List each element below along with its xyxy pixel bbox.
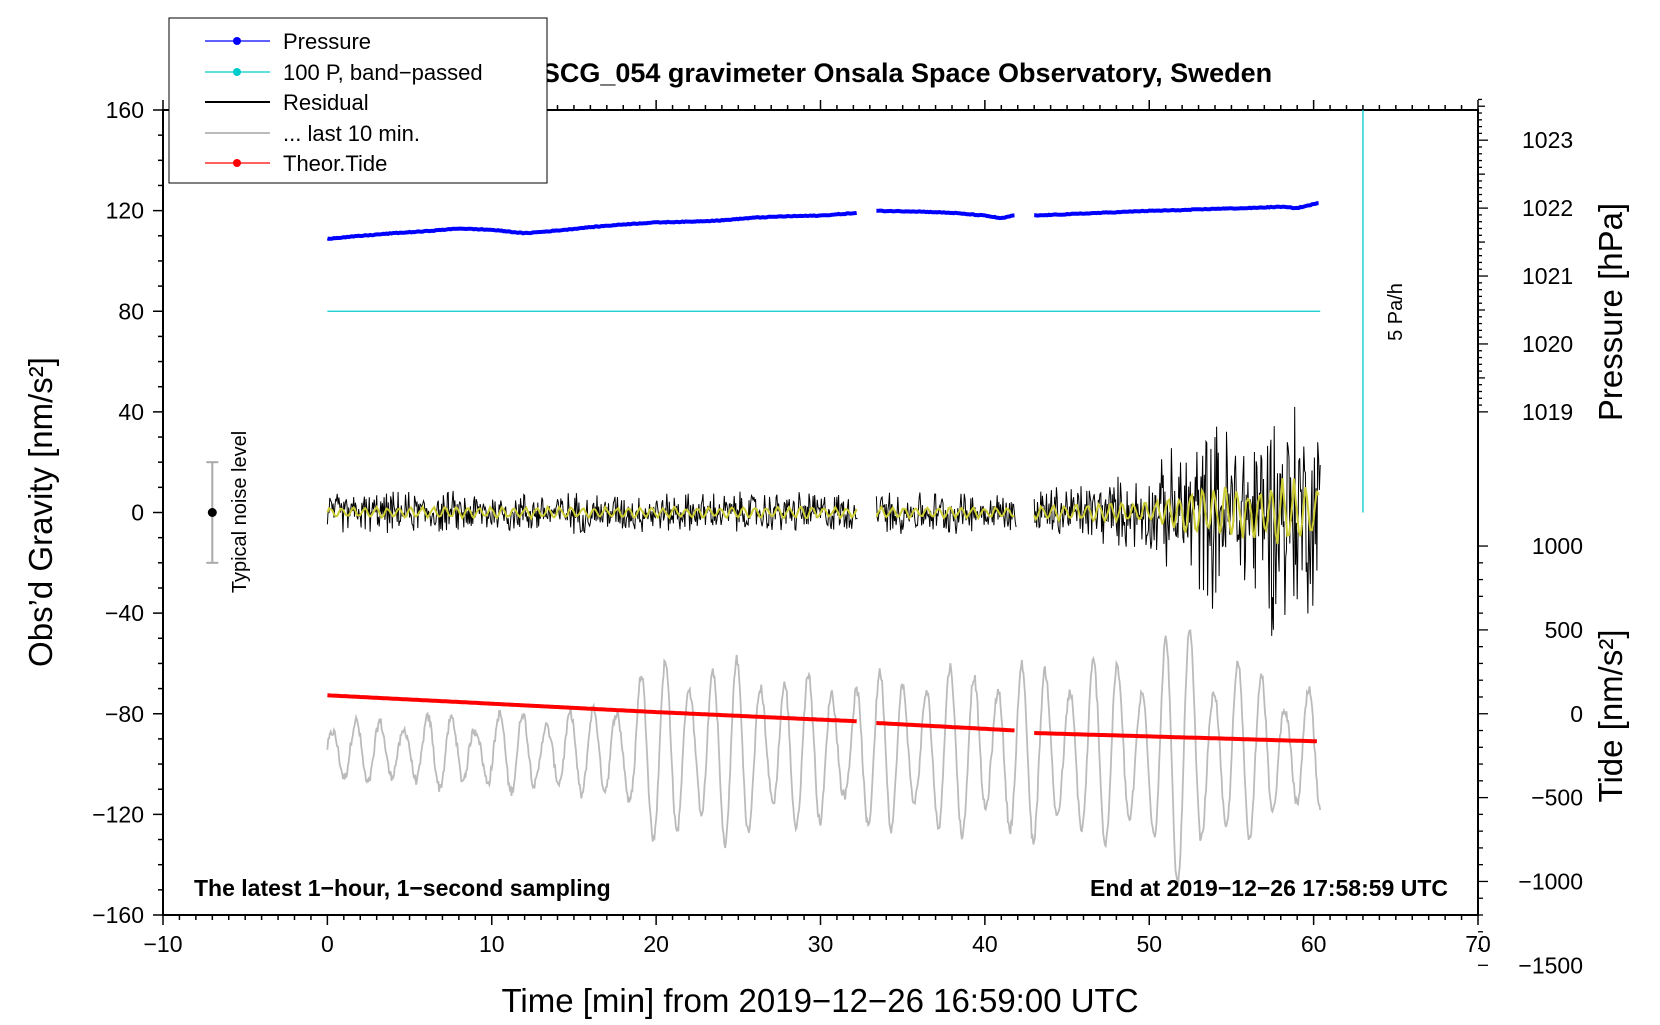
end-time-note: End at 2019−12−26 17:58:59 UTC: [1090, 875, 1448, 901]
legend-item-last-10-min: ... last 10 min.: [205, 121, 420, 146]
x-tick-label: 50: [1136, 931, 1162, 957]
sampling-note: The latest 1−hour, 1−second sampling: [194, 875, 611, 901]
residual-smoothed-line: [1033, 478, 1320, 545]
tide-tick-label: 1000: [1532, 533, 1583, 559]
pressure-tick-label: 1019: [1522, 399, 1573, 425]
x-tick-label: 60: [1301, 931, 1327, 957]
pressure-tick-label: 1021: [1522, 263, 1573, 289]
tide-axis-ticks: 1000 500 0 −500 −1000 −1500: [1478, 533, 1583, 978]
tide-layer: [327, 693, 1317, 744]
legend-label-residual: Residual: [283, 90, 369, 115]
legend-label-band-passed: 100 P, band−passed: [283, 60, 483, 85]
legend-label-theor-tide: Theor.Tide: [283, 151, 387, 176]
legend-marker-pressure: [233, 37, 241, 45]
pressure-tick-label: 1020: [1522, 331, 1573, 357]
legend-item-pressure: Pressure: [205, 29, 371, 54]
tide-line: [1034, 731, 1317, 744]
x-tick-label: −10: [143, 931, 182, 957]
tide-tick-label: 0: [1570, 701, 1583, 727]
y-tick-label: 120: [106, 198, 144, 224]
x-tick-label: 20: [643, 931, 669, 957]
legend-label-pressure: Pressure: [283, 29, 371, 54]
pressure-axis-title: Pressure [hPa]: [1592, 203, 1629, 421]
pressure-layer: [326, 201, 1319, 241]
residual-smoothed-layer: [326, 478, 1320, 545]
y-tick-label: −120: [92, 801, 144, 827]
x-tick-label: 10: [479, 931, 505, 957]
tide-axis-title: Tide [nm/s²]: [1592, 630, 1629, 803]
legend-label-last-10-min: ... last 10 min.: [283, 121, 420, 146]
pressure-line: [1034, 201, 1319, 218]
tide-tick-label: −1500: [1518, 952, 1583, 978]
x-axis-ticks: −10 0 10 20 30 40 50 60 70: [143, 100, 1491, 957]
y-tick-label: 0: [131, 500, 144, 526]
pressure-line: [326, 210, 858, 241]
pressure-axis-ticks: 1019 1020 1021 1022 1023: [1478, 98, 1573, 425]
x-tick-label: 70: [1465, 931, 1491, 957]
y-tick-label: 40: [118, 399, 144, 425]
residual-smoothed-line: [875, 504, 1015, 521]
legend: Pressure 100 P, band−passed Residual ...…: [168, 17, 548, 184]
x-axis-title: Time [min] from 2019−12−26 16:59:00 UTC: [501, 982, 1138, 1019]
residual-layer: [326, 406, 1321, 636]
y-axis-ticks: 160 120 80 40 0 −40 −80 −120 −160: [92, 97, 163, 928]
last-10-min-line: [326, 629, 1322, 888]
rate-label: 5 Pa/h: [1385, 283, 1407, 341]
pressure-tick-label: 1022: [1522, 195, 1573, 221]
legend-item-theor-tide: Theor.Tide: [205, 151, 387, 176]
x-tick-label: 0: [321, 931, 334, 957]
legend-item-band-passed: 100 P, band−passed: [205, 60, 483, 85]
tide-tick-label: −500: [1531, 785, 1583, 811]
residual-line: [1033, 406, 1321, 636]
legend-marker-band-passed: [233, 68, 241, 76]
y-tick-label: −80: [105, 701, 144, 727]
legend-box: [168, 17, 548, 184]
residual-smoothed-line: [326, 504, 858, 521]
y-tick-label: −40: [105, 600, 144, 626]
y-tick-label: −160: [92, 902, 144, 928]
legend-marker-theor-tide: [233, 159, 241, 167]
pressure-tick-label: 1023: [1522, 127, 1573, 153]
annotation-marks-layer: [206, 110, 1364, 564]
last-10-min-layer: [326, 629, 1322, 888]
chart-title: SCG_054 gravimeter Onsala Space Observat…: [542, 58, 1272, 88]
x-tick-label: 40: [972, 931, 998, 957]
noise-level-marker: [207, 508, 217, 517]
x-tick-label: 30: [808, 931, 834, 957]
y-tick-label: 160: [106, 97, 144, 123]
tide-tick-label: 500: [1545, 617, 1583, 643]
y-axis-title: Obs’d Gravity [nm/s²]: [22, 357, 59, 667]
tide-line: [327, 693, 857, 724]
noise-level-label: Typical noise level: [229, 431, 251, 593]
tide-tick-label: −1000: [1518, 868, 1583, 894]
pressure-line: [876, 208, 1015, 221]
tide-line: [876, 721, 1015, 733]
legend-item-residual: Residual: [205, 90, 369, 115]
y-tick-label: 80: [118, 298, 144, 324]
